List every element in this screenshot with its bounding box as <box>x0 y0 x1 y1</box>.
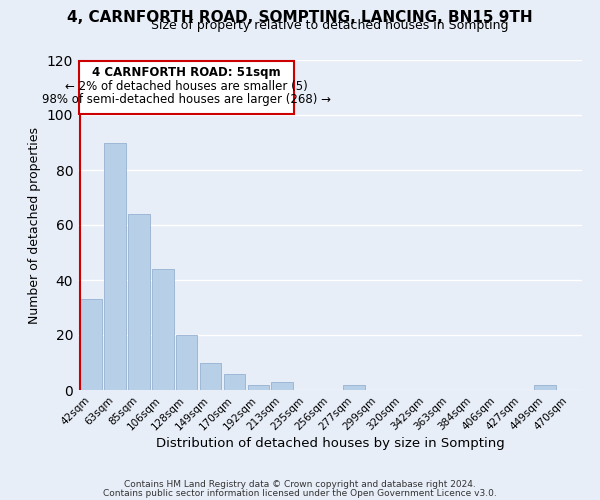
Bar <box>104 142 126 390</box>
Text: 4 CARNFORTH ROAD: 51sqm: 4 CARNFORTH ROAD: 51sqm <box>92 66 281 79</box>
X-axis label: Distribution of detached houses by size in Sompting: Distribution of detached houses by size … <box>155 438 505 450</box>
Text: 98% of semi-detached houses are larger (268) →: 98% of semi-detached houses are larger (… <box>42 94 331 106</box>
Bar <box>534 384 556 390</box>
Bar <box>224 374 245 390</box>
Text: Contains HM Land Registry data © Crown copyright and database right 2024.: Contains HM Land Registry data © Crown c… <box>124 480 476 489</box>
Bar <box>128 214 149 390</box>
Text: Contains public sector information licensed under the Open Government Licence v3: Contains public sector information licen… <box>103 490 497 498</box>
Bar <box>271 382 293 390</box>
Bar <box>343 384 365 390</box>
Bar <box>80 299 102 390</box>
Bar <box>176 335 197 390</box>
Bar <box>200 362 221 390</box>
Y-axis label: Number of detached properties: Number of detached properties <box>28 126 41 324</box>
Bar <box>152 269 173 390</box>
Bar <box>79 62 294 114</box>
Text: 4, CARNFORTH ROAD, SOMPTING, LANCING, BN15 9TH: 4, CARNFORTH ROAD, SOMPTING, LANCING, BN… <box>67 10 533 25</box>
Bar <box>248 384 269 390</box>
Title: Size of property relative to detached houses in Sompting: Size of property relative to detached ho… <box>151 20 509 32</box>
Text: ← 2% of detached houses are smaller (5): ← 2% of detached houses are smaller (5) <box>65 80 308 92</box>
